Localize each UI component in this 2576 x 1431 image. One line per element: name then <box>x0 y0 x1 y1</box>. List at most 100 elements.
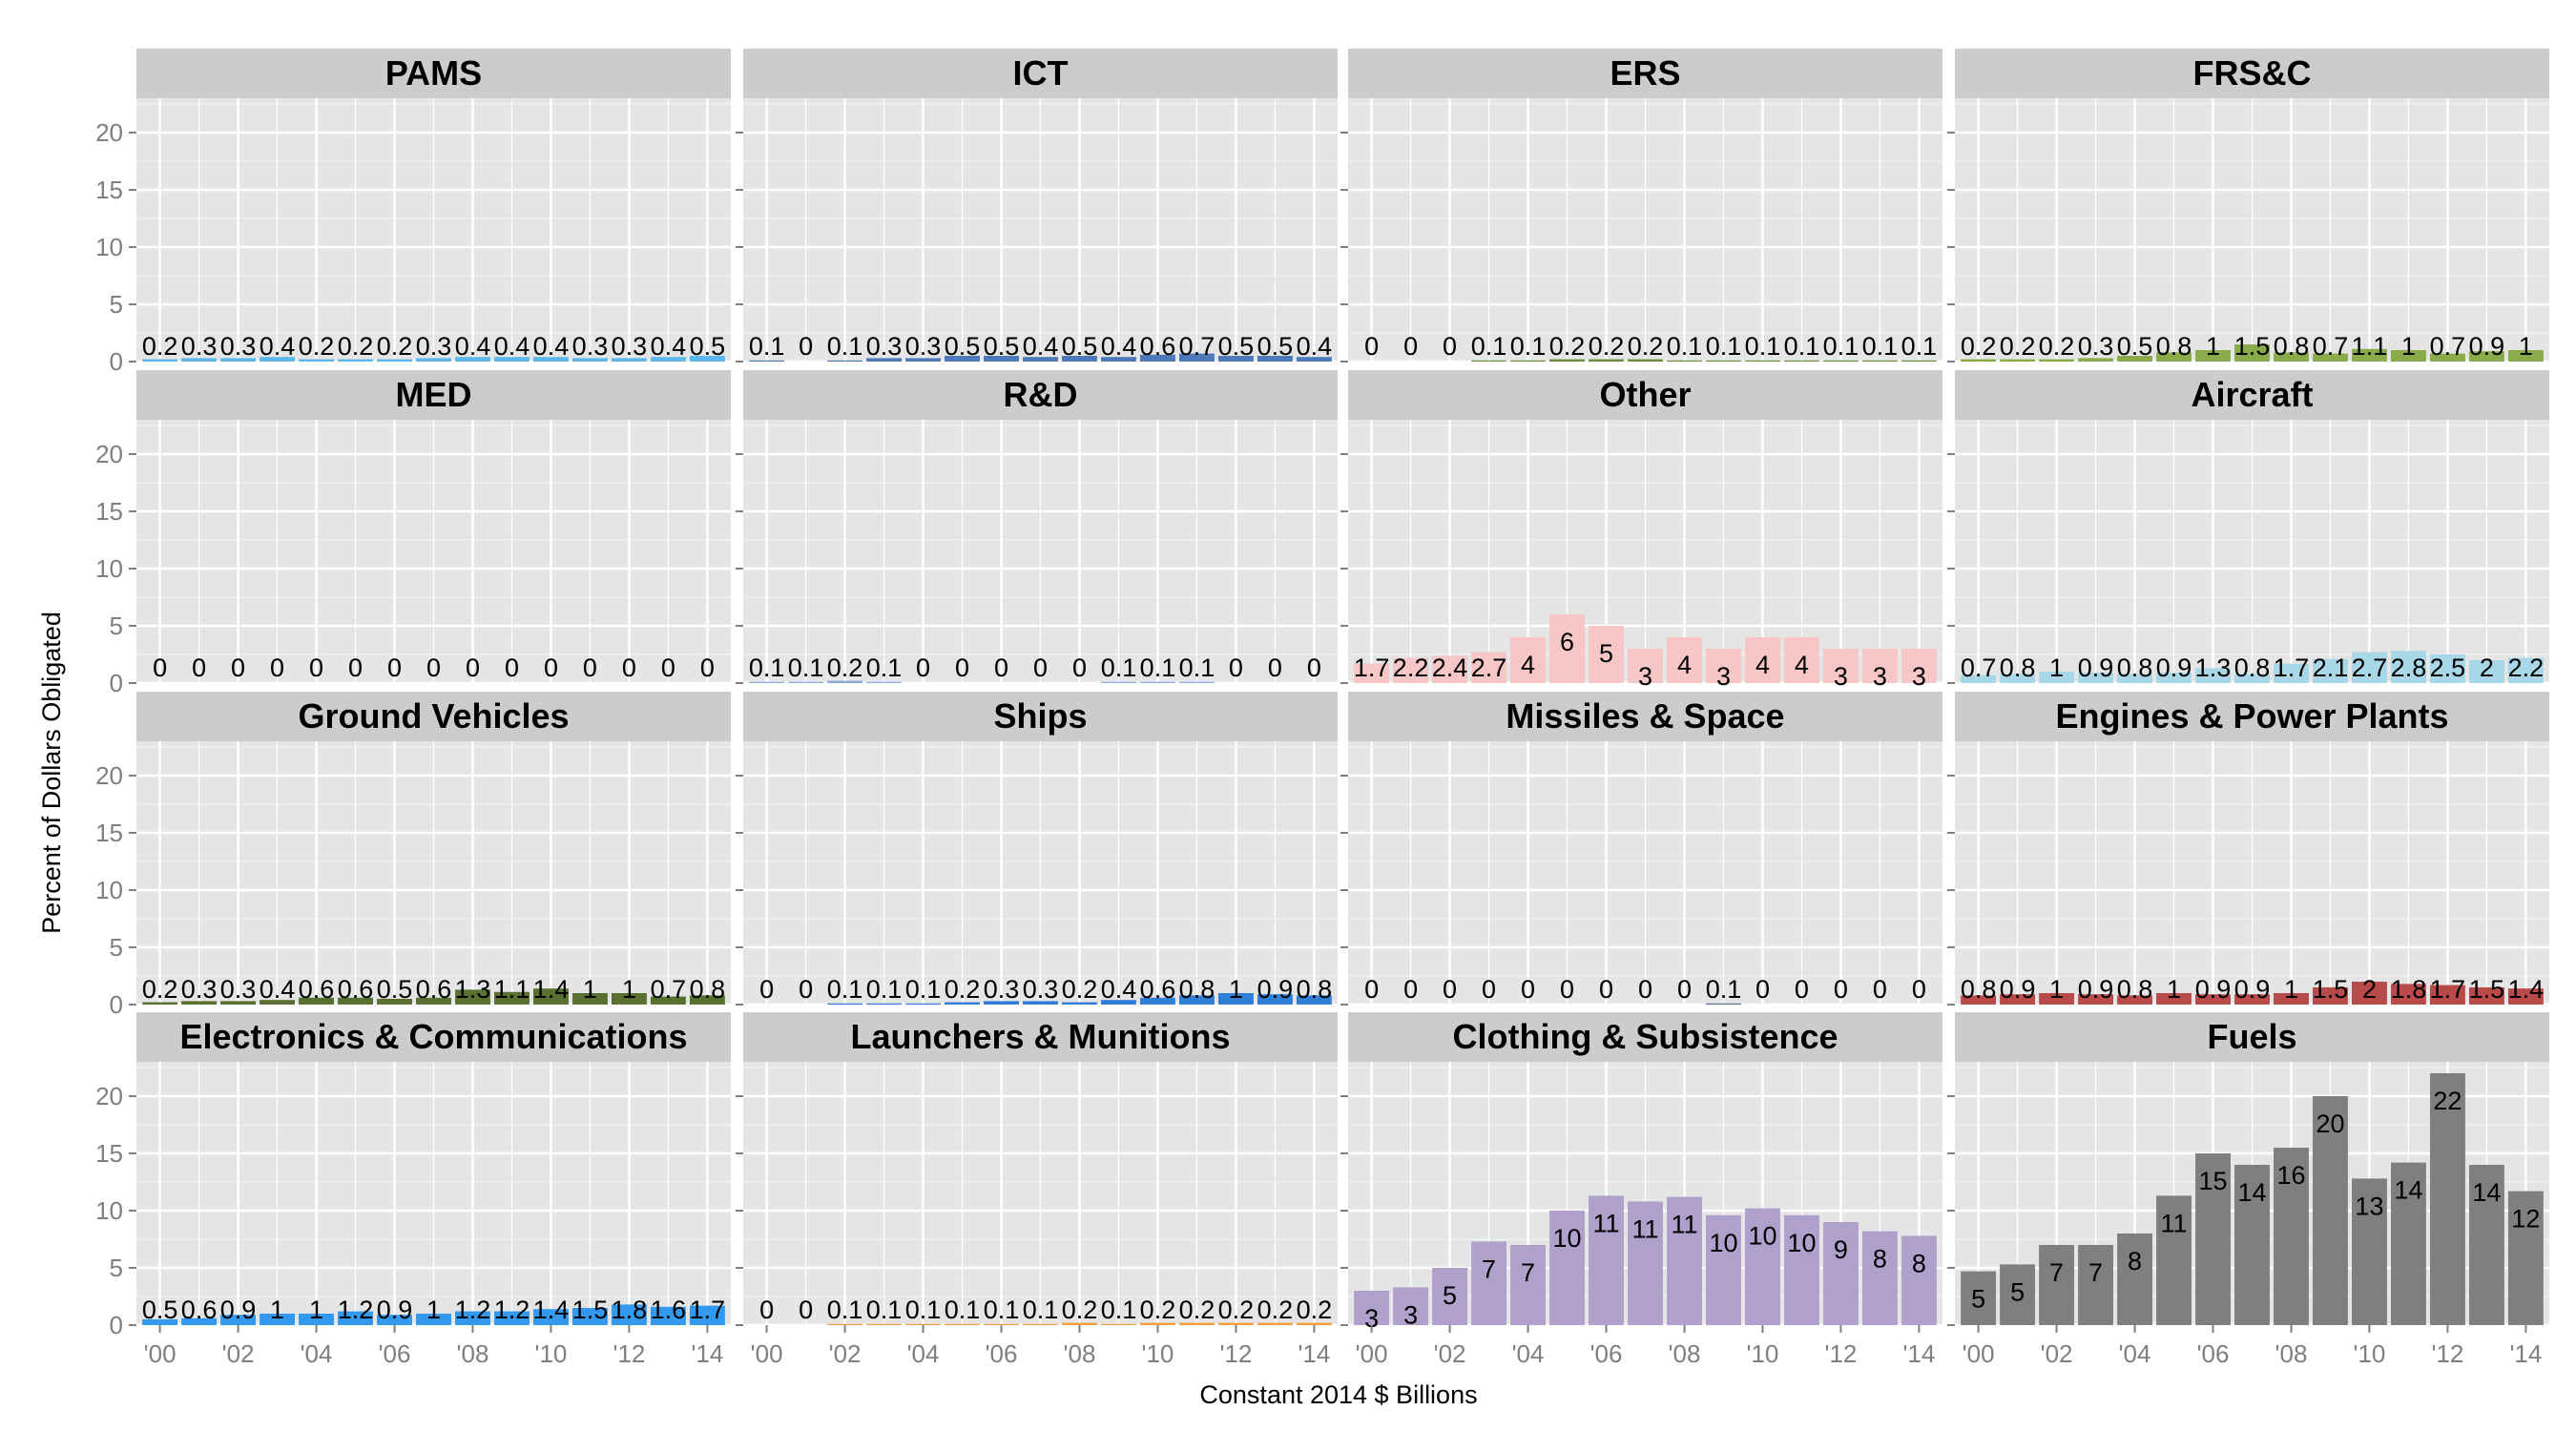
x-tick-label: '00 <box>751 1339 783 1368</box>
bar <box>2274 993 2309 1005</box>
x-tick-label: '14 <box>1902 1339 1935 1368</box>
bar <box>1667 637 1702 683</box>
bar <box>611 1304 647 1325</box>
bar-value-label: 0.1 <box>1706 975 1742 1004</box>
bar-value-label: 1.1 <box>494 975 530 1004</box>
bar-value-label: 0 <box>1912 975 1926 1004</box>
bar <box>1589 1195 1624 1325</box>
bar-value-label: 0.7 <box>2313 332 2349 361</box>
bar-value-label: 0.1 <box>984 1296 1020 1324</box>
bar-value-label: 0 <box>1443 332 1457 361</box>
bar-value-label: 0 <box>309 653 323 682</box>
bar <box>2000 674 2036 683</box>
x-tick-label: '00 <box>1356 1339 1388 1368</box>
bar <box>299 997 334 1005</box>
panel-6: R&D0.1 0.1 0.2 0.1 0 0 0 0 0 0.1 0.1 0.1 0 0 0 <box>736 370 1338 685</box>
bar-value-label: 11 <box>1592 1209 1619 1237</box>
bar-value-label: 0 <box>799 332 813 361</box>
bar-value-label: 0.5 <box>1062 332 1098 361</box>
bar-value-label: 0.2 <box>142 332 178 361</box>
panel-strip <box>1955 1012 2549 1062</box>
bar-value-label: 0.1 <box>749 653 785 682</box>
panel-strip <box>1348 370 1942 420</box>
bar-value-label: 0 <box>1072 653 1087 682</box>
bar <box>2507 988 2544 1005</box>
bar-value-label: 10 <box>1787 1229 1816 1257</box>
bar-value-label: 0.9 <box>2156 653 2192 682</box>
bar-value-label: 4 <box>1795 651 1809 679</box>
bar-value-label: 0 <box>1599 975 1613 1004</box>
bar-value-label: 0.2 <box>2000 332 2036 361</box>
bar <box>338 359 373 362</box>
bar-value-label: 0.4 <box>1023 332 1059 361</box>
bar <box>1257 1322 1293 1325</box>
bar-value-label: 14 <box>2472 1178 2501 1207</box>
bar-value-label: 1 <box>2206 332 2220 361</box>
bar <box>260 1314 295 1325</box>
bar-value-label: 1.4 <box>533 975 570 1004</box>
bar-value-label: 1.4 <box>533 1296 570 1324</box>
bar <box>2391 1162 2426 1325</box>
bar <box>2078 1245 2113 1325</box>
bar <box>1023 357 1058 362</box>
bar-value-label: 14 <box>2394 1176 2422 1205</box>
bar <box>1062 1322 1097 1325</box>
bar-value-label: 0.1 <box>1101 653 1137 682</box>
bar-value-label: 0.2 <box>1628 332 1664 361</box>
bar-value-label: 0.2 <box>299 332 335 361</box>
bar-value-label: 0.4 <box>1297 332 1333 361</box>
bar <box>2195 350 2231 362</box>
bar <box>749 681 785 683</box>
bar <box>1861 649 1898 683</box>
bar-value-label: 0.6 <box>416 975 452 1004</box>
bar <box>2234 344 2270 362</box>
bar <box>1784 637 1819 683</box>
bar <box>2468 351 2504 362</box>
bar-value-label: 0.9 <box>2078 975 2114 1004</box>
bar <box>2313 353 2348 362</box>
bar-value-label: 0 <box>1560 975 1574 1004</box>
bar <box>2352 1178 2387 1325</box>
panel-strip <box>743 1012 1338 1062</box>
bar <box>1628 649 1663 683</box>
bar-value-label: 0.6 <box>299 975 335 1004</box>
bar-value-label: 3 <box>1716 662 1731 691</box>
bar-value-label: 0.3 <box>181 332 218 361</box>
bar <box>1628 1201 1663 1325</box>
bar <box>749 360 785 362</box>
bar-value-label: 0.2 <box>1961 332 1997 361</box>
bar <box>1822 360 1859 362</box>
bar <box>338 1311 373 1325</box>
bar-value-label: 2.7 <box>1471 653 1507 682</box>
bar-value-label: 0.1 <box>827 1296 863 1324</box>
bar-value-label: 0.1 <box>1101 1296 1137 1324</box>
y-tick-label: 10 <box>95 1196 123 1225</box>
bar <box>827 1323 863 1325</box>
bar <box>866 1323 902 1325</box>
bar <box>1101 1000 1136 1005</box>
bar-value-label: 0.2 <box>827 653 863 682</box>
bar-value-label: 0.6 <box>1140 332 1176 361</box>
bar <box>984 1001 1019 1005</box>
bar-value-label: 0.1 <box>788 653 824 682</box>
bar <box>1179 1322 1215 1325</box>
panel-4: FRS&C0.2 0.2 0.2 0.3 0.5 0.8 1 1.5 0.8 0.7 1.1 1 0.7… <box>1947 49 2549 363</box>
x-axis-title: Constant 2014 $ Billions <box>1199 1380 1477 1409</box>
bar-value-label: 0 <box>759 1296 774 1324</box>
bar-value-label: 10 <box>1709 1229 1737 1257</box>
bar <box>2313 658 2348 683</box>
bar-value-label: 2.2 <box>1393 653 1429 682</box>
bar-value-label: 2 <box>2480 653 2494 682</box>
x-tick-label: '06 <box>986 1339 1018 1368</box>
bar-value-label: 0.4 <box>651 332 687 361</box>
bar <box>1101 681 1136 683</box>
panel-strip <box>1955 49 2549 98</box>
bar <box>142 1002 178 1005</box>
x-tick-label: '08 <box>457 1339 489 1368</box>
bar-value-label: 13 <box>2355 1192 2383 1220</box>
bar-value-label: 0 <box>1873 975 1887 1004</box>
bar <box>260 357 295 362</box>
bar <box>1471 1241 1506 1325</box>
bar-value-label: 0 <box>955 653 969 682</box>
